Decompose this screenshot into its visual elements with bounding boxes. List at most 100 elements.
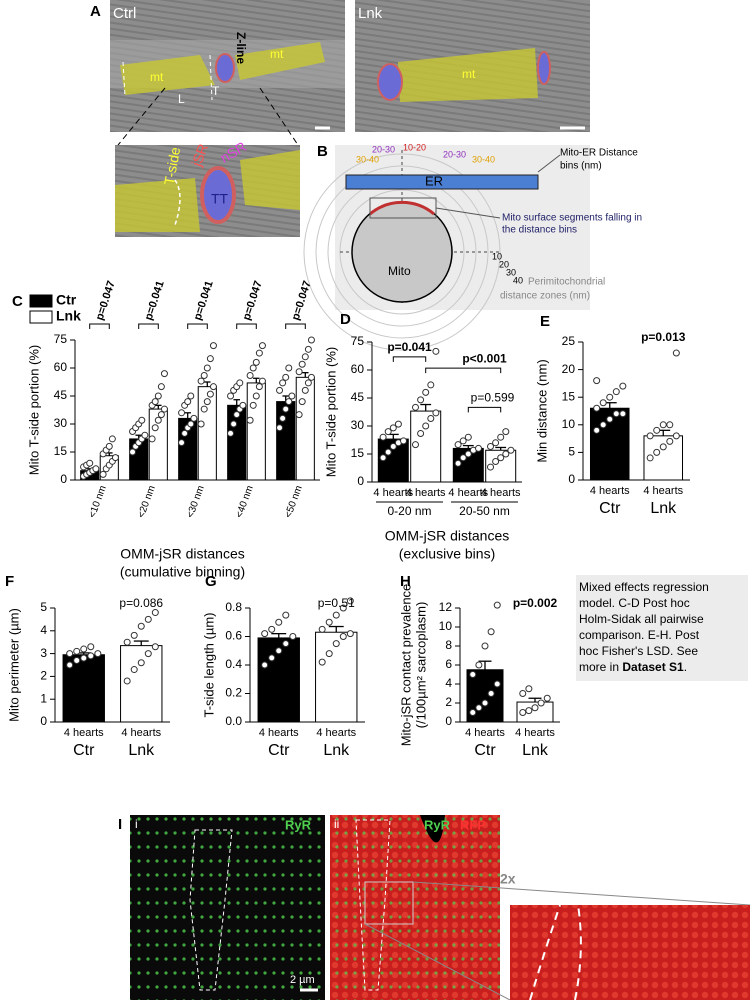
data-point <box>249 401 257 409</box>
data-point <box>464 433 472 441</box>
x-tick-label: Lnk <box>323 742 350 759</box>
y-tick-label: 10 <box>562 417 576 431</box>
mt-label: mt <box>462 67 476 81</box>
bin-label: 10-20 <box>403 142 426 152</box>
legend-swatch <box>29 294 53 308</box>
pointer <box>537 154 561 173</box>
mt-zoom <box>115 178 200 232</box>
bracket <box>236 323 257 329</box>
note-bold: Dataset S1 <box>622 660 684 674</box>
zone-label: 20 <box>499 259 509 269</box>
bracket <box>285 323 306 329</box>
data-point <box>659 421 667 429</box>
data-point <box>318 658 326 666</box>
zones-title: Perimitochondrial <box>528 277 605 288</box>
data-point <box>285 398 293 406</box>
data-point <box>646 454 654 462</box>
tside-line <box>174 179 181 226</box>
y-axis-title: Mito T-side portion (%) <box>26 345 41 476</box>
data-point <box>422 388 430 396</box>
data-point <box>454 441 462 449</box>
data-point <box>80 645 88 653</box>
data-point <box>475 444 482 452</box>
data-point <box>417 396 425 404</box>
data-point <box>148 435 156 443</box>
y-axis-title: (/100µm² sarcoplasm) <box>413 602 428 729</box>
y-tick-label: 45 <box>351 390 365 404</box>
data-point <box>432 409 440 417</box>
y-tick-label: 60 <box>54 360 68 374</box>
data-point <box>493 680 501 688</box>
data-point <box>206 355 214 363</box>
bracket <box>187 323 208 329</box>
jsr-label: jSR <box>188 142 211 170</box>
data-point <box>307 373 315 381</box>
data-point <box>184 398 192 406</box>
bar-label: 4 hearts <box>64 727 104 739</box>
zones-title: distance zones (nm) <box>500 291 590 302</box>
data-point <box>268 625 276 633</box>
data-point <box>417 429 425 437</box>
mt-label: mt <box>150 70 164 84</box>
note-line: comparison. E-H. Post <box>579 628 700 642</box>
data-point <box>111 454 119 462</box>
note-line: Holm-Sidak all pairwise <box>579 612 704 626</box>
data-point <box>475 661 483 669</box>
data-point <box>130 631 138 639</box>
data-point <box>261 630 269 638</box>
p-value: p=0.013 <box>641 330 686 344</box>
y-tick-label: 5 <box>568 445 575 459</box>
data-point <box>138 416 146 424</box>
data-point <box>108 435 116 443</box>
data-point <box>332 611 340 619</box>
panel-i <box>130 815 750 1000</box>
data-point <box>151 398 159 406</box>
x-tick-label: Ctr <box>474 742 496 759</box>
data-point <box>178 439 186 447</box>
legend-label: Lnk <box>56 308 81 324</box>
data-point <box>469 709 477 716</box>
y-axis-title: Mito-jSR contact prevalence <box>398 584 413 747</box>
channel-label: RyR <box>285 817 312 832</box>
data-point <box>87 652 95 660</box>
data-point <box>653 426 661 434</box>
data-point <box>487 690 495 697</box>
segments-label: Mito surface segments falling in <box>502 213 642 224</box>
y-tick-label: 2 <box>445 695 452 709</box>
x-tick-label: Lnk <box>522 742 549 759</box>
tt-lnk <box>377 63 403 101</box>
y-tick-label: 25 <box>562 334 576 348</box>
x-tick-label: Ctr <box>268 742 290 759</box>
p-value: p=0.047 <box>290 279 314 321</box>
tt-label: TT <box>211 191 229 207</box>
bar-label: 4 hearts <box>316 727 356 739</box>
y-tick-label: 0.2 <box>225 686 242 700</box>
data-point <box>203 398 211 406</box>
note-box <box>576 575 748 681</box>
img-label: Ctrl <box>113 5 136 22</box>
y-tick-label: 30 <box>351 418 365 432</box>
data-point <box>200 371 208 379</box>
bracket <box>467 406 502 413</box>
data-point <box>276 386 284 394</box>
data-point <box>412 403 419 411</box>
bins-title: Mito-ER Distance <box>560 148 638 159</box>
data-point <box>427 415 435 423</box>
data-point <box>606 393 614 401</box>
data-point <box>422 422 430 430</box>
data-point <box>304 379 312 387</box>
t-label: T <box>212 84 220 98</box>
data-point <box>325 618 333 626</box>
x-tick-label: <30 nm <box>185 484 207 519</box>
data-point <box>282 405 290 413</box>
data-point <box>646 432 654 440</box>
data-point <box>261 661 269 669</box>
bar <box>276 401 296 481</box>
data-point <box>94 650 102 658</box>
panel-letter: B <box>317 143 328 160</box>
er-bar <box>345 174 539 190</box>
bar-label: 4 hearts <box>406 487 446 499</box>
cell-outline <box>574 904 582 1000</box>
l-label: L <box>178 92 185 106</box>
bin-label: 30-40 <box>472 154 495 164</box>
